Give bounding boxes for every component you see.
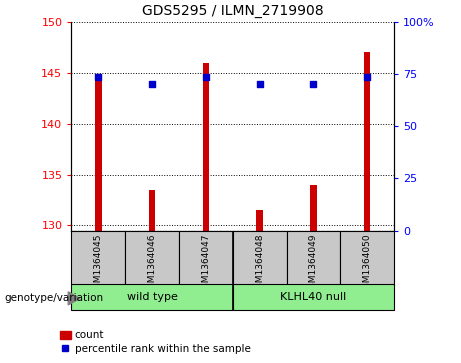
Bar <box>233 231 287 285</box>
Bar <box>95 78 101 231</box>
Text: GSM1364046: GSM1364046 <box>148 233 157 294</box>
Bar <box>233 284 394 310</box>
Point <box>95 74 102 80</box>
Point <box>202 74 210 80</box>
Bar <box>287 231 340 285</box>
Point <box>256 82 263 87</box>
Point <box>310 82 317 87</box>
Text: wild type: wild type <box>127 292 177 302</box>
Point <box>364 74 371 80</box>
Bar <box>203 62 209 231</box>
Bar <box>179 231 233 285</box>
Point <box>148 82 156 87</box>
Text: GSM1364045: GSM1364045 <box>94 233 103 294</box>
Text: KLHL40 null: KLHL40 null <box>280 292 347 302</box>
Bar <box>310 185 317 231</box>
Text: GSM1364050: GSM1364050 <box>363 233 372 294</box>
Bar <box>125 231 179 285</box>
Title: GDS5295 / ILMN_2719908: GDS5295 / ILMN_2719908 <box>142 4 324 18</box>
Bar <box>71 231 125 285</box>
Text: GSM1364048: GSM1364048 <box>255 233 264 294</box>
Legend: count, percentile rank within the sample: count, percentile rank within the sample <box>56 326 255 358</box>
Text: GSM1364047: GSM1364047 <box>201 233 210 294</box>
Bar <box>256 210 263 231</box>
Bar <box>149 190 155 231</box>
Bar <box>340 231 394 285</box>
Text: genotype/variation: genotype/variation <box>5 293 104 303</box>
Bar <box>364 52 371 231</box>
Bar <box>71 284 233 310</box>
Text: GSM1364049: GSM1364049 <box>309 233 318 294</box>
